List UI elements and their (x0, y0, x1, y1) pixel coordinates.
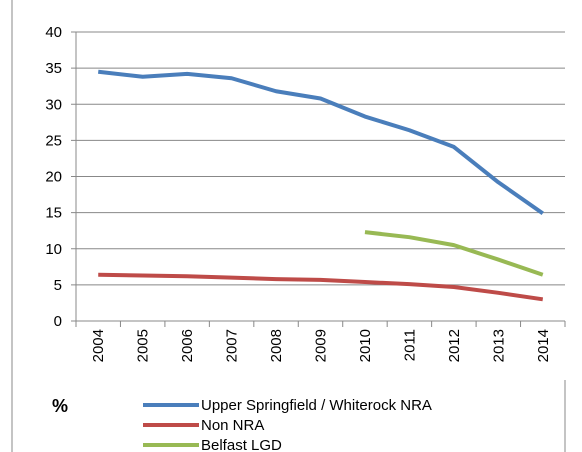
y-tick-label: 10 (45, 241, 62, 258)
x-tick-label: 2013 (490, 329, 507, 362)
legend-label: Non NRA (201, 417, 264, 434)
y-tick-label: 20 (45, 169, 62, 186)
y-tick-label: 15 (45, 205, 62, 222)
x-tick-label: 2006 (179, 329, 196, 362)
y-tick-label: 25 (45, 132, 62, 149)
series-line (98, 272, 544, 302)
x-tick-label: 2009 (313, 329, 330, 362)
legend-label: Belfast LGD (201, 437, 282, 452)
y-tick-label: 40 (45, 24, 62, 41)
y-axis-label: % (52, 396, 68, 416)
x-tick-label: 2005 (135, 329, 152, 362)
x-tick-label: 2004 (90, 329, 107, 362)
y-tick-label: 35 (45, 60, 62, 77)
y-tick-label: 5 (54, 277, 62, 294)
x-tick-label: 2011 (401, 329, 418, 361)
series-line (364, 230, 544, 277)
x-tick-label: 2012 (446, 329, 463, 362)
y-tick-label: 30 (45, 96, 62, 113)
x-tick-label: 2008 (268, 329, 285, 362)
x-tick-label: 2014 (535, 329, 552, 362)
legend-label: Upper Springfield / Whiterock NRA (201, 397, 432, 414)
x-tick-label: 2010 (357, 329, 374, 362)
series-line (98, 69, 544, 215)
x-tick-label: 2007 (224, 329, 241, 362)
y-tick-label: 0 (54, 313, 62, 330)
